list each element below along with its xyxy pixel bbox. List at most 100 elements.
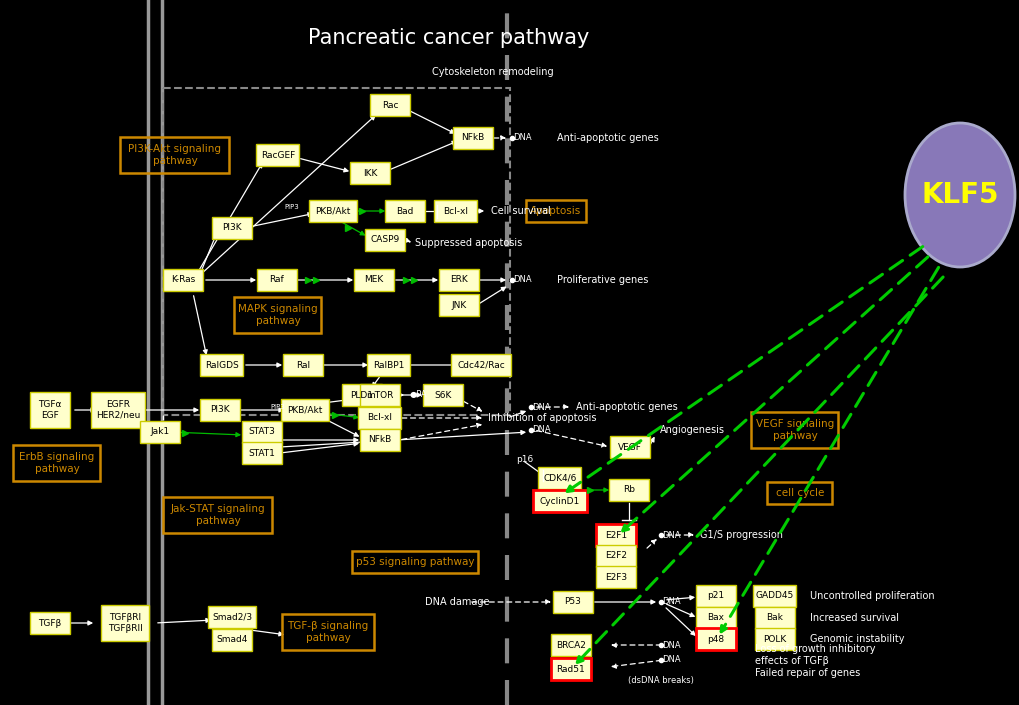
- Text: CyclinD1: CyclinD1: [539, 496, 580, 505]
- FancyBboxPatch shape: [257, 269, 297, 291]
- Text: P53: P53: [564, 598, 581, 606]
- Text: Proliferative genes: Proliferative genes: [556, 275, 648, 285]
- FancyBboxPatch shape: [695, 585, 736, 607]
- FancyBboxPatch shape: [367, 354, 410, 376]
- FancyBboxPatch shape: [552, 591, 592, 613]
- FancyBboxPatch shape: [450, 354, 511, 376]
- FancyBboxPatch shape: [753, 585, 796, 607]
- Text: RacGEF: RacGEF: [261, 150, 294, 159]
- FancyBboxPatch shape: [550, 658, 590, 680]
- FancyBboxPatch shape: [608, 479, 648, 501]
- FancyBboxPatch shape: [101, 605, 149, 641]
- Text: DNA: DNA: [513, 276, 531, 285]
- Text: NFkB: NFkB: [461, 133, 484, 142]
- Text: cell cycle: cell cycle: [775, 488, 823, 498]
- Text: VEGF signaling
pathway: VEGF signaling pathway: [755, 419, 834, 441]
- Text: PI3K-Akt signaling
pathway: PI3K-Akt signaling pathway: [128, 145, 221, 166]
- FancyBboxPatch shape: [242, 442, 281, 464]
- FancyBboxPatch shape: [358, 407, 401, 429]
- Text: Bcl-xl: Bcl-xl: [367, 414, 392, 422]
- FancyBboxPatch shape: [360, 429, 399, 451]
- Text: Pancreatic cancer pathway: Pancreatic cancer pathway: [308, 28, 589, 48]
- Text: Ral: Ral: [296, 360, 310, 369]
- FancyBboxPatch shape: [438, 269, 479, 291]
- Text: Angiogenesis: Angiogenesis: [659, 425, 725, 435]
- Text: PIP3: PIP3: [283, 204, 299, 210]
- Text: Uncontrolled proliferation: Uncontrolled proliferation: [809, 591, 933, 601]
- Text: Smad2/3: Smad2/3: [212, 613, 252, 622]
- FancyBboxPatch shape: [212, 629, 252, 651]
- Text: Apoptosis: Apoptosis: [530, 206, 581, 216]
- FancyBboxPatch shape: [354, 269, 393, 291]
- Text: MEK: MEK: [364, 276, 383, 285]
- FancyBboxPatch shape: [434, 200, 477, 222]
- FancyBboxPatch shape: [341, 384, 382, 406]
- Text: Bad: Bad: [396, 207, 414, 216]
- Text: VEGF: VEGF: [618, 443, 641, 451]
- Text: Failed repair of genes: Failed repair of genes: [754, 668, 859, 678]
- Text: JNK: JNK: [451, 300, 466, 309]
- Text: effects of TGFβ: effects of TGFβ: [754, 656, 828, 666]
- Text: DNA: DNA: [532, 426, 550, 434]
- Text: Raf: Raf: [269, 276, 284, 285]
- Text: MAPK signaling
pathway: MAPK signaling pathway: [238, 304, 318, 326]
- Text: E2F3: E2F3: [604, 572, 627, 582]
- Text: PKB/Akt: PKB/Akt: [287, 405, 322, 415]
- FancyBboxPatch shape: [550, 634, 590, 656]
- Text: Rac: Rac: [381, 101, 397, 109]
- Text: G1/S progression: G1/S progression: [699, 530, 783, 540]
- FancyBboxPatch shape: [595, 545, 636, 567]
- Text: DNA: DNA: [661, 530, 680, 539]
- Text: GADD45: GADD45: [755, 591, 794, 601]
- Text: ERK: ERK: [449, 276, 468, 285]
- Text: Cell survival: Cell survival: [490, 206, 550, 216]
- Text: Smad4: Smad4: [216, 635, 248, 644]
- Text: IKK: IKK: [363, 168, 377, 178]
- Text: Increased survival: Increased survival: [809, 613, 898, 623]
- Text: PI3K: PI3K: [222, 223, 242, 233]
- Text: Genomic instability: Genomic instability: [809, 634, 904, 644]
- Text: RalBP1: RalBP1: [373, 360, 405, 369]
- FancyBboxPatch shape: [30, 392, 70, 428]
- Text: PKB/Akt: PKB/Akt: [315, 207, 351, 216]
- FancyBboxPatch shape: [163, 269, 203, 291]
- Text: Inhibition of apoptosis: Inhibition of apoptosis: [487, 413, 596, 423]
- Text: PIP3: PIP3: [270, 404, 284, 410]
- FancyBboxPatch shape: [452, 127, 492, 149]
- FancyBboxPatch shape: [754, 607, 794, 629]
- Text: p53 signaling pathway: p53 signaling pathway: [356, 557, 474, 567]
- FancyBboxPatch shape: [384, 200, 425, 222]
- Text: S6K: S6K: [434, 391, 451, 400]
- FancyBboxPatch shape: [242, 421, 281, 443]
- Text: E2F1: E2F1: [604, 530, 627, 539]
- Text: TGFβ: TGFβ: [39, 618, 61, 627]
- Text: Anti-apoptotic genes: Anti-apoptotic genes: [576, 402, 677, 412]
- FancyBboxPatch shape: [282, 354, 323, 376]
- FancyBboxPatch shape: [595, 566, 636, 588]
- FancyBboxPatch shape: [91, 392, 145, 428]
- Text: Suppressed apoptosis: Suppressed apoptosis: [415, 238, 522, 248]
- Text: p16: p16: [516, 455, 533, 465]
- FancyBboxPatch shape: [438, 294, 479, 316]
- Text: p48: p48: [707, 634, 723, 644]
- Text: K-Ras: K-Ras: [171, 276, 195, 285]
- Text: BRCA2: BRCA2: [555, 641, 585, 649]
- Ellipse shape: [904, 123, 1014, 267]
- FancyBboxPatch shape: [280, 399, 329, 421]
- FancyBboxPatch shape: [30, 612, 70, 634]
- Text: DNA: DNA: [532, 403, 550, 412]
- FancyBboxPatch shape: [360, 384, 399, 406]
- Text: Rb: Rb: [623, 486, 635, 494]
- Text: ●PA: ●PA: [410, 391, 427, 400]
- FancyBboxPatch shape: [695, 607, 736, 629]
- FancyBboxPatch shape: [201, 354, 244, 376]
- FancyBboxPatch shape: [595, 524, 636, 546]
- Text: EGFR
HER2/neu: EGFR HER2/neu: [96, 400, 140, 419]
- Text: (dsDNA breaks): (dsDNA breaks): [628, 677, 693, 685]
- Text: Cytoskeleton remodeling: Cytoskeleton remodeling: [432, 67, 553, 77]
- Text: DNA: DNA: [513, 133, 531, 142]
- FancyBboxPatch shape: [208, 606, 256, 628]
- FancyBboxPatch shape: [309, 200, 357, 222]
- FancyBboxPatch shape: [695, 628, 736, 650]
- Text: POLK: POLK: [762, 634, 786, 644]
